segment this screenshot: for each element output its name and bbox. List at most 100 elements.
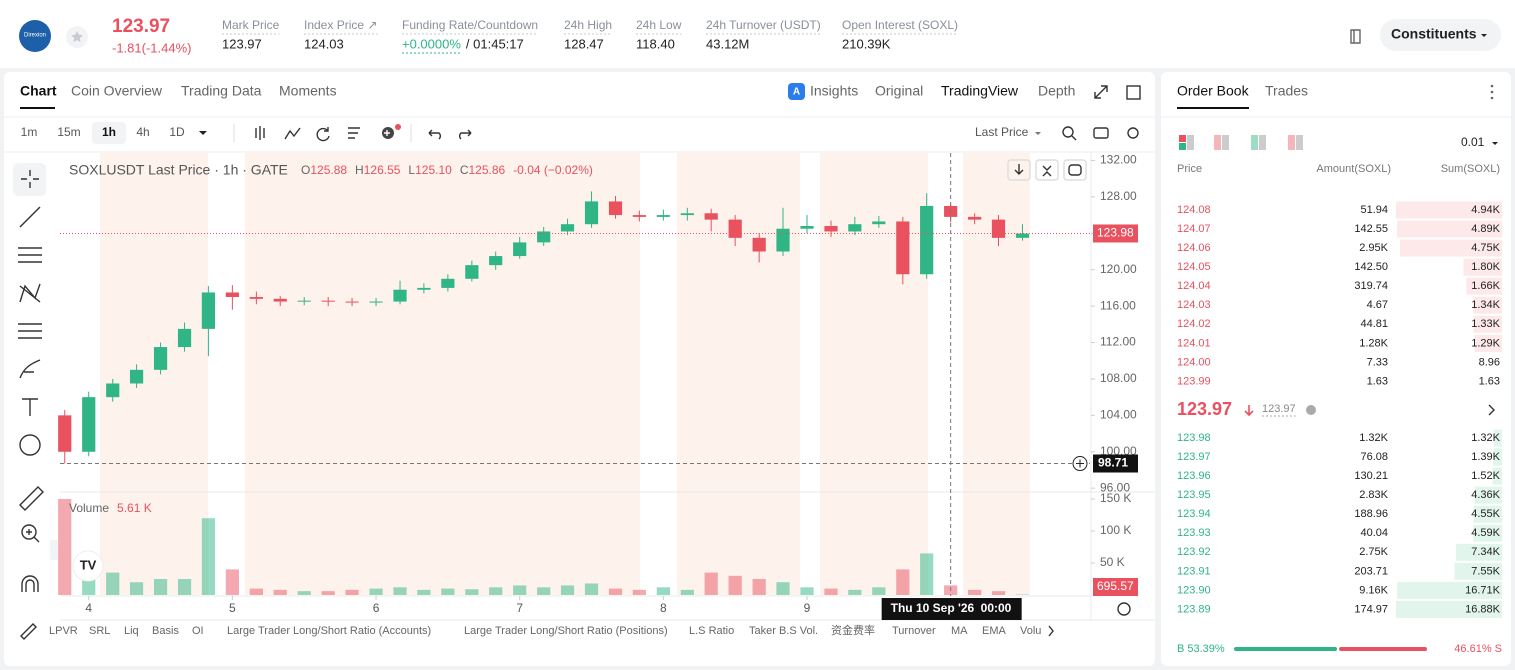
chevron[interactable]: [1488, 404, 1495, 416]
trend-line-tool[interactable]: [19, 206, 41, 228]
more-icon[interactable]: [1490, 84, 1494, 100]
tab[interactable]: Coin Overview: [71, 83, 163, 99]
brush-tool[interactable]: [19, 359, 41, 379]
indicator-tab[interactable]: Basis: [152, 625, 179, 637]
fullscreen-icon[interactable]: [1094, 85, 1108, 99]
star-icon: [71, 31, 83, 43]
info-icon[interactable]: [1306, 405, 1316, 415]
indicator-tab[interactable]: Liq: [124, 625, 139, 637]
y-tick-label: 116.00: [1100, 298, 1136, 312]
candle-type-icon[interactable]: [255, 126, 265, 140]
collapse-handle[interactable]: [50, 540, 58, 560]
window-icon[interactable]: [1126, 85, 1141, 100]
view-tab[interactable]: TradingView: [941, 83, 1019, 99]
indicator-tab[interactable]: Large Trader Long/Short Ratio (Accounts): [227, 625, 431, 637]
indicator-tab[interactable]: EMA: [982, 625, 1007, 637]
depth-bar: [1474, 486, 1502, 504]
undo-icon[interactable]: [428, 129, 441, 140]
depth-bar: [1463, 258, 1502, 276]
indicator-tab[interactable]: OI: [192, 625, 204, 637]
camera-icon[interactable]: [1093, 127, 1109, 139]
ohlc-value: 126.55: [364, 163, 401, 177]
tab[interactable]: Trading Data: [181, 83, 262, 99]
text-tool[interactable]: [22, 398, 38, 416]
indicator-tab[interactable]: MA: [951, 625, 968, 637]
fib-tool[interactable]: [18, 323, 42, 339]
logo[interactable]: [19, 20, 51, 52]
pattern-tool[interactable]: [19, 283, 41, 303]
axis-settings-icon[interactable]: [1117, 602, 1131, 616]
candle-body: [537, 231, 551, 243]
book-icon: [1350, 29, 1361, 44]
session-shading: [100, 153, 1030, 595]
interval[interactable]: 15m: [57, 125, 80, 139]
channel-tool[interactable]: [18, 247, 42, 263]
indicator-tab[interactable]: L.S Ratio: [689, 625, 734, 637]
interval[interactable]: 1h: [102, 125, 116, 139]
indicator-tab[interactable]: SRL: [89, 625, 110, 637]
indicator-tab[interactable]: Taker B.S Vol.: [749, 625, 818, 637]
template-icon[interactable]: [348, 127, 360, 139]
depth-bar: [1396, 600, 1502, 618]
tab[interactable]: Chart: [20, 83, 57, 99]
ohlc-label: L: [408, 163, 415, 177]
indicator-tab[interactable]: Turnover: [892, 625, 936, 637]
interval[interactable]: 1m: [21, 125, 38, 139]
book-layout-icons[interactable]: [1179, 135, 1303, 150]
view-tab[interactable]: Original: [875, 83, 923, 99]
search-icon[interactable]: [1062, 126, 1074, 138]
book-price: 123.89: [1177, 603, 1211, 615]
zoom-tool[interactable]: [21, 524, 37, 540]
candle-body: [776, 228, 790, 252]
column-header: Sum(SOXL): [1441, 163, 1500, 175]
view-tab[interactable]: Depth: [1038, 83, 1075, 99]
candle-body: [920, 205, 934, 275]
depth-bar: [1473, 315, 1502, 333]
tab[interactable]: Moments: [279, 83, 337, 99]
candle-body: [417, 287, 431, 290]
indicator-tab[interactable]: 资金费率: [831, 623, 875, 637]
book-price: 124.06: [1177, 242, 1211, 254]
pane-buttons[interactable]: [1007, 159, 1087, 181]
redo-icon[interactable]: [459, 129, 472, 140]
indicator-scroll[interactable]: [1048, 625, 1054, 637]
emoji-tool[interactable]: [19, 434, 41, 456]
interval[interactable]: 4h: [136, 125, 149, 139]
volume-bar: [991, 591, 1006, 595]
depth-bar: [1397, 220, 1502, 238]
indicator-icon[interactable]: [284, 127, 301, 140]
crosshair-price-tag: 98.71: [1098, 456, 1128, 470]
stat-label: Funding Rate/Countdown: [402, 18, 538, 32]
sell-ratio: 46.61% S: [1454, 643, 1502, 655]
pencil-tool[interactable]: [20, 623, 37, 640]
interval[interactable]: 1D: [169, 125, 185, 139]
view-tab[interactable]: Insights: [810, 83, 858, 99]
book-tab[interactable]: Order Book: [1177, 83, 1250, 99]
book-last-price: 123.97: [1177, 399, 1232, 419]
depth-bar: [1473, 296, 1502, 314]
buy-ratio: B 53.39%: [1177, 643, 1225, 655]
indicator-tab[interactable]: Large Trader Long/Short Ratio (Positions…: [464, 625, 668, 637]
magnet-tool[interactable]: [21, 575, 39, 592]
book-tab[interactable]: Trades: [1265, 83, 1308, 99]
volume-bar: [752, 579, 766, 595]
ohlc-label: C: [460, 163, 469, 177]
replay-icon[interactable]: [316, 127, 330, 142]
tradingview-logo[interactable]: [72, 550, 104, 582]
candle-body: [848, 224, 862, 232]
book-sum: 1.33K: [1471, 318, 1500, 330]
constituents-button[interactable]: [1380, 19, 1501, 51]
stat-value: 124.03: [304, 36, 344, 51]
measure-tool[interactable]: [19, 486, 44, 511]
column-header: Price: [1177, 163, 1202, 175]
volume-tag: 695.57: [1097, 579, 1134, 593]
crosshair-tool[interactable]: [21, 170, 39, 188]
indicator-tab[interactable]: Volu: [1020, 625, 1041, 637]
candle-body: [393, 289, 407, 302]
settings-icon[interactable]: [1127, 127, 1139, 139]
indicator-tab[interactable]: LPVR: [49, 625, 78, 637]
book-sum: 16.71K: [1465, 584, 1501, 596]
drawing-tools[interactable]: [18, 170, 44, 640]
stat-label: Index Price ↗: [304, 18, 377, 32]
book-amount: 4.67: [1367, 299, 1388, 311]
